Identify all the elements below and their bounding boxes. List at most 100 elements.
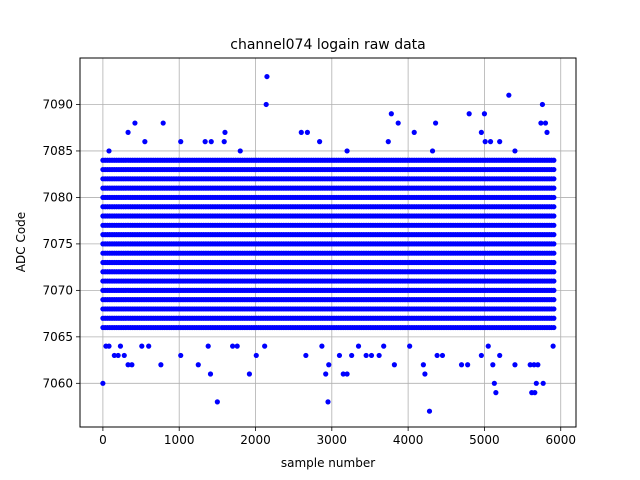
data-point (551, 185, 557, 191)
data-point (363, 352, 369, 359)
x-tick-label: 2000 (240, 433, 271, 447)
data-point (487, 139, 494, 145)
data-point (482, 139, 488, 145)
data-point (407, 343, 413, 349)
data-point (117, 343, 124, 349)
data-point (551, 269, 557, 275)
data-point (551, 204, 557, 210)
data-point (439, 352, 446, 359)
data-point (106, 343, 112, 349)
data-point (478, 352, 484, 359)
data-point (497, 352, 503, 359)
data-point (551, 287, 557, 293)
data-point (432, 120, 439, 126)
data-point (344, 371, 350, 377)
data-point (349, 352, 355, 359)
data-point (551, 297, 557, 303)
data-point (106, 148, 112, 154)
x-tick-label: 1000 (164, 433, 195, 447)
data-point (535, 362, 541, 368)
x-axis-label: sample number (281, 456, 375, 470)
data-point (237, 148, 243, 154)
data-point (376, 352, 382, 359)
y-tick-label: 7060 (42, 376, 73, 390)
data-point (551, 278, 557, 284)
data-point (540, 380, 546, 386)
data-point (325, 399, 331, 405)
data-point (263, 101, 269, 108)
data-point (551, 194, 557, 201)
data-point (551, 157, 557, 163)
data-point (253, 352, 259, 359)
data-point (381, 343, 387, 349)
data-point (246, 371, 252, 377)
data-point (411, 129, 417, 135)
data-point (355, 343, 362, 349)
data-point (139, 343, 145, 349)
data-point (550, 343, 556, 349)
data-point (551, 315, 557, 321)
data-point (222, 129, 228, 135)
data-point (234, 343, 240, 349)
data-point (326, 362, 332, 368)
data-point (491, 380, 497, 386)
data-point (512, 148, 518, 154)
data-point (323, 371, 329, 377)
data-point (426, 408, 433, 414)
data-point (100, 380, 106, 386)
data-point (195, 362, 201, 368)
y-tick-label: 7070 (42, 283, 73, 297)
data-point (551, 176, 557, 182)
data-point (336, 352, 343, 359)
data-point (317, 139, 323, 145)
data-point (544, 129, 550, 135)
data-point (538, 120, 544, 126)
y-tick-label: 7090 (42, 97, 73, 111)
data-point (458, 362, 465, 368)
data-point (208, 139, 214, 145)
data-point (303, 352, 309, 359)
data-point (160, 120, 166, 126)
data-point (125, 129, 131, 135)
data-point (298, 129, 304, 135)
data-point (429, 148, 436, 154)
data-point (542, 120, 549, 126)
data-point (304, 129, 310, 135)
x-tick-label: 4000 (393, 433, 424, 447)
data-point (385, 139, 391, 145)
data-point (497, 139, 503, 145)
data-point (202, 139, 208, 145)
data-point (551, 232, 557, 238)
data-point (264, 73, 270, 80)
data-point (391, 362, 397, 368)
data-point (465, 362, 471, 368)
data-point (115, 352, 121, 359)
chart-title: channel074 logain raw data (230, 37, 425, 53)
data-point (146, 343, 152, 349)
data-point (395, 120, 401, 126)
data-point (478, 129, 484, 135)
data-point (142, 139, 148, 145)
data-point (262, 343, 268, 349)
x-tick-label: 0 (99, 433, 107, 447)
data-point (551, 306, 557, 312)
data-point (422, 371, 428, 377)
data-point (132, 120, 138, 126)
data-point (221, 139, 227, 145)
x-tick-label: 6000 (545, 433, 576, 447)
data-point (178, 139, 184, 145)
data-point (178, 352, 184, 359)
data-point (344, 148, 350, 154)
data-point (207, 371, 214, 377)
data-point (368, 352, 375, 359)
data-point (533, 380, 539, 386)
data-point (158, 362, 164, 368)
data-point (493, 390, 499, 396)
data-point (420, 362, 426, 368)
data-point (129, 362, 135, 368)
data-point (506, 92, 512, 98)
data-point (490, 362, 496, 368)
data-point (214, 399, 220, 405)
data-point (551, 241, 557, 247)
